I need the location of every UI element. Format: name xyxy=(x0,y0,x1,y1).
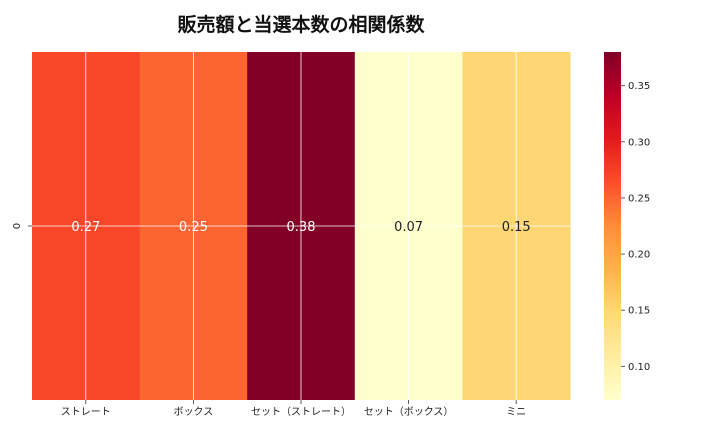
cell-annotations: 0.27 0.25 0.38 0.07 0.15 xyxy=(71,220,530,235)
x-tick-label: セット（ストレート） xyxy=(251,406,351,418)
x-tick-label: ボックス xyxy=(174,406,214,418)
y-axis-ticks: 0 xyxy=(12,223,32,229)
y-tick-label: 0 xyxy=(12,223,23,229)
cell-annotation: 0.07 xyxy=(394,220,423,235)
cell-annotation: 0.38 xyxy=(287,220,316,235)
cell-annotation: 0.15 xyxy=(502,220,531,235)
colorbar-tick-label: 0.25 xyxy=(628,193,650,204)
colorbar-tick-label: 0.10 xyxy=(628,362,650,373)
grid-lines xyxy=(32,52,570,400)
colorbar-gradient xyxy=(604,52,621,400)
x-tick-label: ストレート xyxy=(61,407,111,418)
colorbar-tick-label: 0.30 xyxy=(628,137,650,148)
x-tick-label: セット（ボックス） xyxy=(364,406,454,418)
colorbar-tick-label: 0.15 xyxy=(628,306,650,317)
colorbar-tick-label: 0.20 xyxy=(628,250,650,261)
cell-annotation: 0.27 xyxy=(71,220,100,235)
colorbar-tick-label: 0.35 xyxy=(628,81,650,92)
cell-annotation: 0.25 xyxy=(179,220,208,235)
colorbar: 0.10 0.15 0.20 0.25 0.30 0.35 xyxy=(604,52,650,400)
x-axis-ticks: ストレート ボックス セット（ストレート） セット（ボックス） ミニ xyxy=(61,400,526,418)
x-tick-label: ミニ xyxy=(506,407,526,418)
chart-title: 販売額と当選本数の相関係数 xyxy=(177,13,425,36)
